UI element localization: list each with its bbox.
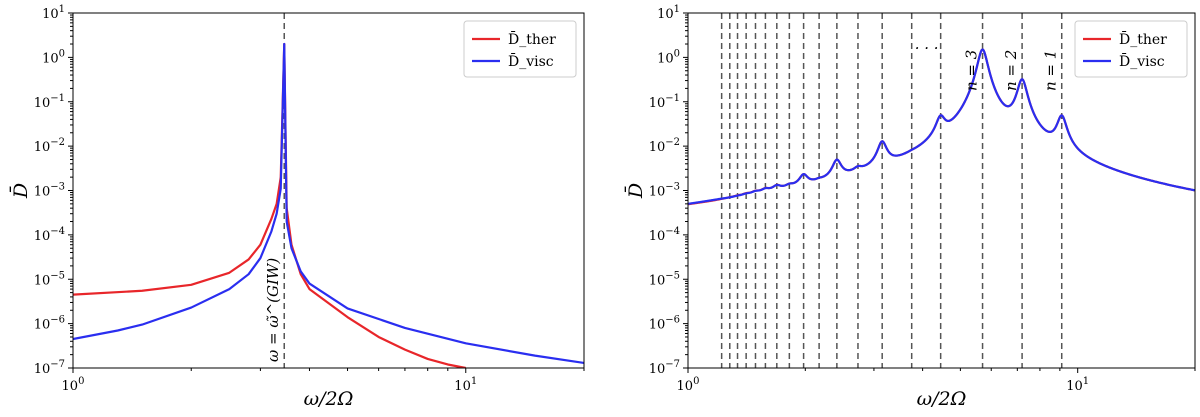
left-legend-label-1: D̄_visc	[508, 52, 554, 70]
left-legend-box	[463, 20, 577, 78]
right-y-axis-label-group: D̄	[624, 183, 647, 199]
right-ytick-label: 10−2	[649, 137, 680, 155]
left-xtick-label: 100	[62, 376, 85, 394]
left-ytick-label: 10−3	[34, 182, 65, 200]
right-ytick-label: 10−7	[649, 359, 680, 377]
left-xtick-label: 101	[454, 376, 477, 394]
right-annotation-group: n = 3	[963, 50, 981, 91]
right-ytick-label: 10−3	[649, 182, 680, 200]
left-annotation-label: ω = ω̃^(GIW)	[264, 258, 282, 362]
left-ytick-label: 10−6	[34, 315, 65, 333]
left-x-axis-label: ω/2Ω	[304, 388, 354, 410]
left-annotation-group: ω = ω̃^(GIW)	[264, 258, 282, 362]
right-xtick-label: 100	[677, 376, 700, 394]
right-xtick-label: 101	[1066, 376, 1089, 394]
left-ytick-label: 10−1	[34, 93, 65, 111]
right-ytick-label: 10−1	[649, 93, 680, 111]
right-annotation-ellipsis: · · ·	[915, 39, 939, 57]
left-ytick-label: 100	[42, 48, 65, 66]
left-series-visc-line	[73, 42, 584, 365]
right-ytick-label: 101	[657, 4, 680, 22]
right-annotation-group: n = 2	[1002, 50, 1020, 91]
right-legend-label-0: D̄_ther	[1119, 30, 1167, 48]
right-y-axis-label: D̄	[624, 183, 647, 199]
right-annotation-label-0: n = 3	[963, 50, 981, 91]
right-annotation-label-1: n = 2	[1002, 50, 1020, 91]
left-ytick-label: 10−5	[34, 270, 65, 288]
left-legend-label-0: D̄_ther	[508, 30, 556, 48]
left-ytick-label: 10−4	[34, 226, 65, 244]
right-chart-panel: 10−7 10−6 10−5 10−4 10−3 10−2 10−1 100 101 100 101…	[624, 4, 1196, 410]
right-x-axis-label: ω/2Ω	[917, 388, 967, 410]
left-y-axis-label-group: D̄	[9, 183, 32, 199]
right-legend-label-1: D̄_visc	[1119, 52, 1165, 70]
right-legend-box	[1074, 20, 1188, 78]
right-ytick-label: 10−5	[649, 270, 680, 288]
left-y-axis-label: D̄	[9, 183, 32, 199]
right-ytick-label: 10−6	[649, 315, 680, 333]
left-chart-panel: 10−7 10−6 10−5 10−4 10−3 10−2 10−1 100 101 100 101…	[9, 4, 585, 410]
left-ytick-label: 101	[42, 4, 65, 22]
right-ytick-label: 100	[657, 48, 680, 66]
right-series-visc-line	[688, 48, 1195, 205]
right-ytick-label: 10−4	[649, 226, 680, 244]
left-ytick-label: 10−2	[34, 137, 65, 155]
right-annotation-label-2: n = 1	[1042, 50, 1060, 91]
right-annotation-group: n = 1	[1042, 50, 1060, 91]
left-ytick-label: 10−7	[34, 359, 65, 377]
